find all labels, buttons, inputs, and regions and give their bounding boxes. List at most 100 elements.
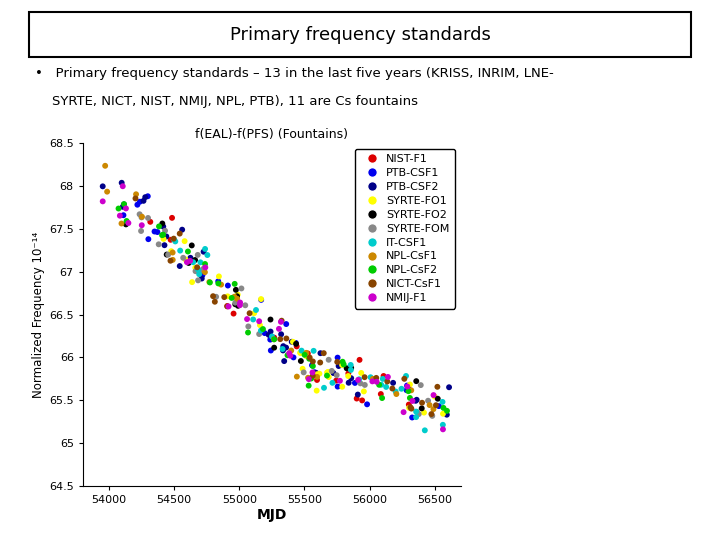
- Point: [120, 220, 132, 229]
- Point: [396, 384, 408, 393]
- Point: [413, 410, 425, 418]
- Point: [377, 394, 388, 402]
- Point: [149, 227, 161, 236]
- Point: [411, 395, 423, 404]
- Point: [318, 383, 330, 392]
- Point: [113, 204, 125, 213]
- Point: [428, 391, 439, 400]
- Point: [380, 383, 392, 391]
- Point: [179, 237, 190, 246]
- Point: [248, 309, 260, 318]
- Point: [199, 268, 211, 276]
- Point: [97, 182, 109, 191]
- Point: [174, 230, 186, 238]
- Point: [416, 399, 428, 407]
- Point: [163, 251, 174, 259]
- Point: [165, 256, 176, 265]
- Point: [166, 247, 177, 255]
- Point: [194, 258, 206, 267]
- Point: [210, 293, 222, 301]
- Point: [189, 256, 201, 265]
- Point: [184, 253, 196, 262]
- Point: [403, 403, 415, 412]
- Point: [187, 258, 199, 267]
- Point: [311, 373, 323, 381]
- Point: [284, 349, 295, 357]
- Point: [204, 278, 216, 287]
- Point: [294, 349, 306, 357]
- Point: [177, 253, 189, 262]
- Point: [346, 363, 357, 372]
- Point: [241, 315, 253, 323]
- Point: [269, 335, 280, 343]
- Point: [276, 316, 287, 325]
- Point: [296, 346, 307, 355]
- Point: [226, 294, 238, 302]
- Point: [120, 204, 132, 213]
- Point: [336, 361, 348, 369]
- Point: [99, 161, 111, 170]
- Point: [426, 410, 437, 418]
- Point: [307, 357, 318, 366]
- Point: [438, 403, 449, 412]
- Point: [404, 380, 415, 389]
- Point: [437, 409, 449, 418]
- Point: [213, 272, 225, 281]
- Point: [136, 221, 148, 230]
- Point: [402, 387, 414, 395]
- Point: [382, 373, 394, 381]
- Point: [158, 222, 169, 231]
- Point: [222, 302, 233, 310]
- Point: [233, 301, 244, 310]
- Point: [423, 396, 434, 405]
- Point: [294, 348, 306, 357]
- Point: [259, 329, 271, 338]
- Point: [156, 219, 168, 228]
- Point: [441, 407, 453, 415]
- Point: [215, 280, 227, 289]
- Point: [428, 405, 439, 414]
- Point: [254, 321, 266, 329]
- Point: [321, 368, 333, 377]
- Point: [199, 263, 211, 272]
- Point: [416, 404, 428, 413]
- Point: [323, 368, 334, 376]
- Point: [419, 426, 431, 435]
- Point: [192, 251, 204, 259]
- Point: [194, 270, 205, 279]
- Point: [305, 374, 317, 383]
- Point: [400, 372, 412, 380]
- Point: [410, 396, 421, 405]
- Point: [277, 342, 289, 350]
- Point: [331, 357, 343, 366]
- Point: [168, 234, 179, 243]
- Point: [301, 350, 312, 359]
- Text: Primary frequency standards: Primary frequency standards: [230, 25, 490, 44]
- Point: [352, 376, 364, 384]
- Point: [186, 278, 198, 286]
- Point: [375, 381, 387, 389]
- Point: [365, 373, 377, 382]
- Point: [332, 382, 343, 391]
- Text: SYRTE, NICT, NIST, NMIJ, NPL, PTB), 11 are Cs fountains: SYRTE, NICT, NIST, NMIJ, NPL, PTB), 11 a…: [35, 94, 418, 107]
- Point: [285, 346, 297, 355]
- Point: [437, 421, 449, 429]
- Point: [234, 298, 246, 307]
- Point: [405, 403, 416, 411]
- Point: [230, 300, 241, 308]
- Point: [418, 408, 430, 417]
- Point: [158, 234, 169, 243]
- Point: [229, 280, 240, 288]
- Point: [309, 368, 320, 376]
- Point: [158, 241, 170, 249]
- Point: [366, 377, 378, 386]
- Point: [265, 346, 276, 355]
- Point: [303, 375, 315, 383]
- Point: [298, 368, 310, 377]
- Point: [437, 425, 449, 434]
- Point: [230, 298, 241, 307]
- Point: [212, 279, 224, 288]
- Point: [429, 392, 441, 401]
- Point: [197, 271, 208, 279]
- Text: •   Primary frequency standards – 13 in the last five years (KRISS, INRIM, LNE-: • Primary frequency standards – 13 in th…: [35, 68, 554, 80]
